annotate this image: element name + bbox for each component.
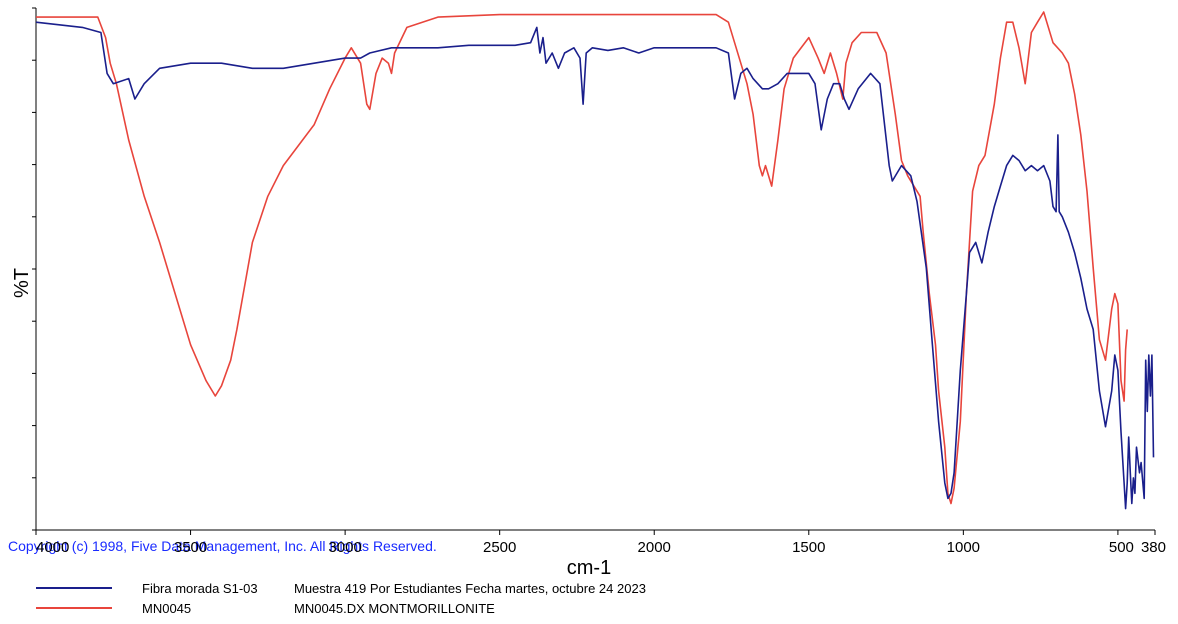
y-axis-ticks — [32, 7, 36, 531]
legend-name-1: Fibra morada S1-03 — [142, 580, 258, 596]
x-tick-label: 2500 — [483, 539, 516, 556]
axes — [35, 8, 1155, 531]
legend-swatch-1 — [36, 587, 112, 589]
x-tick-label: 4000 — [36, 539, 69, 556]
x-tick-label: 1000 — [947, 539, 980, 556]
series-line-1 — [35, 21, 1155, 510]
x-tick-label: 3000 — [328, 539, 361, 556]
x-axis-title: cm-1 — [567, 557, 611, 579]
legend-desc-1: Muestra 419 Por Estudiantes Fecha martes… — [294, 580, 646, 596]
x-tick-labels: 4000 3500 3000 2500 2000 1500 1000 500 380 — [36, 539, 1166, 556]
legend-name-2: MN0045 — [142, 600, 192, 616]
legend-entry-2: MN0045 MN0045.DX MONTMORILLONITE — [36, 598, 646, 618]
x-tick-label: 3500 — [174, 539, 207, 556]
x-tick-label: 500 — [1109, 539, 1134, 556]
copyright-text: Copyright (c) 1998, Five Data Management… — [8, 538, 437, 554]
legend-entry-1: Fibra morada S1-03 Muestra 419 Por Estud… — [36, 578, 646, 598]
series-layer — [35, 11, 1155, 510]
x-tick-label: 2000 — [638, 539, 671, 556]
x-tick-label: 380 — [1141, 539, 1166, 556]
legend-swatch-2 — [36, 607, 112, 609]
x-tick-label: 1500 — [792, 539, 825, 556]
x-axis-ticks — [35, 530, 1156, 535]
series-line-2 — [36, 11, 1128, 505]
y-axis-title: %T — [11, 268, 33, 298]
legend: Fibra morada S1-03 Muestra 419 Por Estud… — [36, 578, 646, 618]
legend-desc-2: MN0045.DX MONTMORILLONITE — [294, 600, 495, 616]
